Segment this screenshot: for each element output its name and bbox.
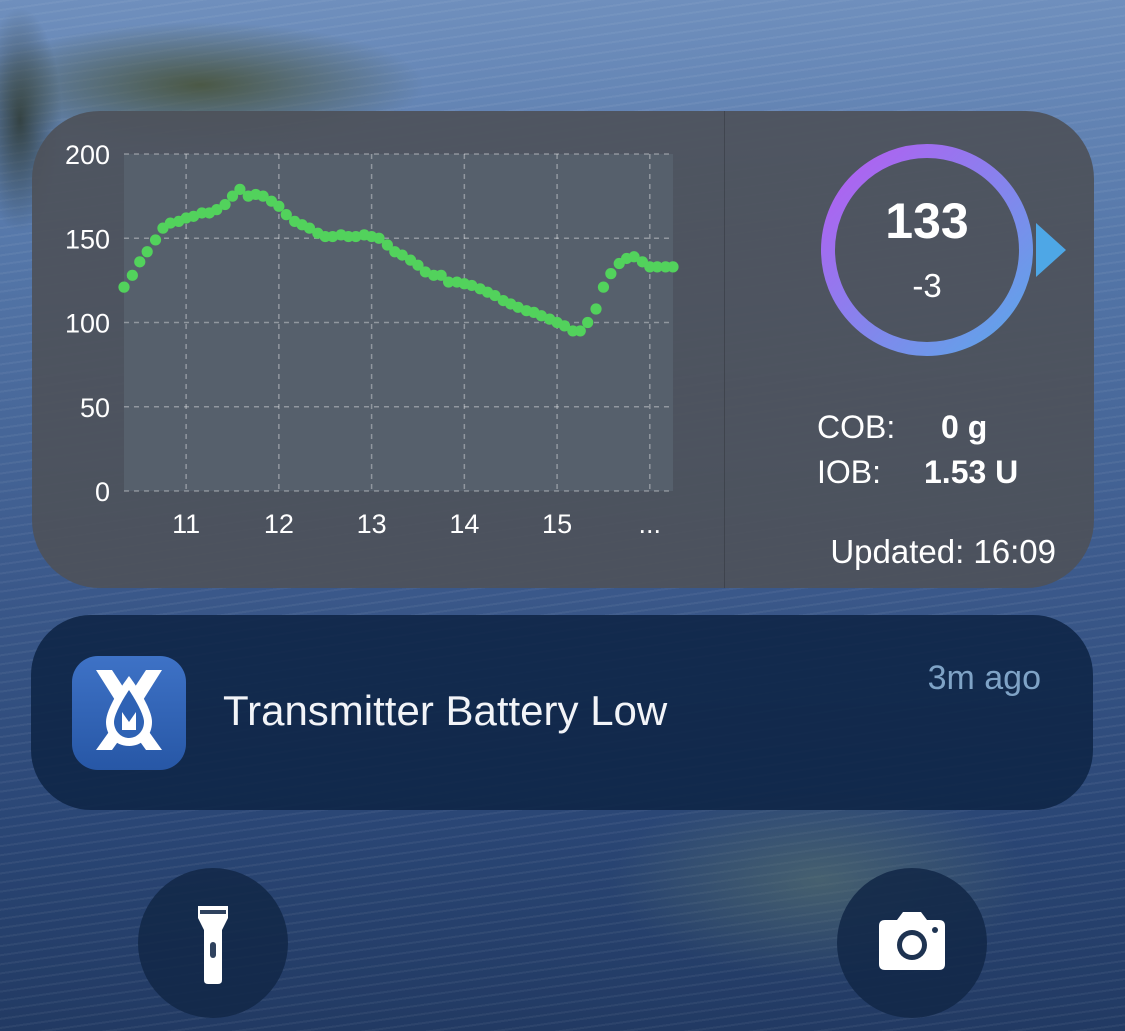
- glucose-chart: 200 150 100 50 0 11 12 13 14 15...: [65, 140, 679, 539]
- glucose-point: [558, 320, 571, 332]
- notification-time: 3m ago: [927, 659, 1041, 697]
- y-tick-label: 100: [65, 309, 110, 339]
- y-tick-label: 50: [80, 393, 110, 423]
- flashlight-icon: [198, 906, 228, 984]
- glucose-point: [211, 204, 223, 216]
- iob-label: IOB:: [817, 454, 882, 490]
- glucose-point: [141, 246, 153, 258]
- glucose-point: [489, 289, 501, 302]
- glucose-point: [574, 325, 586, 337]
- glucose-point: [582, 316, 594, 329]
- x-tick-label: 11: [172, 509, 200, 539]
- glucose-point: [126, 269, 138, 281]
- glucose-point: [327, 230, 339, 243]
- glucose-point: [651, 261, 663, 273]
- flashlight-button[interactable]: [138, 868, 288, 1018]
- glucose-point: [373, 232, 385, 244]
- glucose-point: [118, 281, 130, 293]
- x-tick-label: 12: [264, 509, 294, 539]
- x-tick-label: ...: [639, 509, 662, 539]
- glucose-point: [667, 261, 679, 273]
- updated-time: Updated: 16:09: [830, 533, 1056, 570]
- y-tick-label: 200: [65, 140, 110, 170]
- iob-value: 1.53 U: [924, 454, 1019, 490]
- glucose-point: [164, 217, 176, 229]
- glucose-point: [226, 190, 239, 202]
- y-tick-label: 150: [65, 224, 110, 254]
- glucose-point: [412, 259, 424, 271]
- glucose-point: [590, 303, 602, 315]
- widget-divider: [724, 111, 725, 588]
- glucose-point: [396, 249, 408, 261]
- glucose-point: [134, 256, 146, 268]
- glucose-point: [257, 190, 269, 202]
- arrow-right-icon: [1036, 223, 1066, 277]
- glucose-point: [303, 222, 316, 234]
- glucose-point: [628, 251, 640, 263]
- glucose-point: [381, 239, 393, 251]
- glucose-point: [280, 209, 292, 221]
- glucose-ring: [821, 144, 1033, 356]
- glucose-point: [234, 183, 246, 195]
- x-tick-label: 14: [449, 509, 479, 539]
- glucose-value: 133: [885, 193, 969, 249]
- glucose-point: [350, 230, 362, 243]
- glucose-point: [219, 198, 231, 211]
- notification-title: Transmitter Battery Low: [223, 687, 668, 734]
- glucose-point: [435, 269, 447, 281]
- camera-button[interactable]: [837, 868, 987, 1018]
- glucose-point: [149, 234, 162, 246]
- cob-value: 0 g: [941, 409, 988, 445]
- glucose-point: [273, 200, 285, 212]
- cob-label: COB:: [817, 409, 896, 445]
- y-tick-label: 0: [95, 477, 110, 507]
- x-tick-label: 15: [542, 509, 572, 539]
- camera-icon: [879, 912, 945, 970]
- glucose-point: [597, 281, 610, 293]
- notification-card[interactable]: Transmitter Battery Low 3m ago: [31, 615, 1093, 810]
- x-tick-label: 13: [357, 509, 387, 539]
- glucose-delta: -3: [912, 267, 942, 304]
- glucose-point: [442, 276, 455, 288]
- glucose-point: [605, 268, 617, 280]
- xdrip-app-icon[interactable]: [72, 656, 186, 770]
- glucose-widget[interactable]: 200 150 100 50 0 11 12 13 14 15... 133 -3 COB: 0…: [32, 111, 1094, 588]
